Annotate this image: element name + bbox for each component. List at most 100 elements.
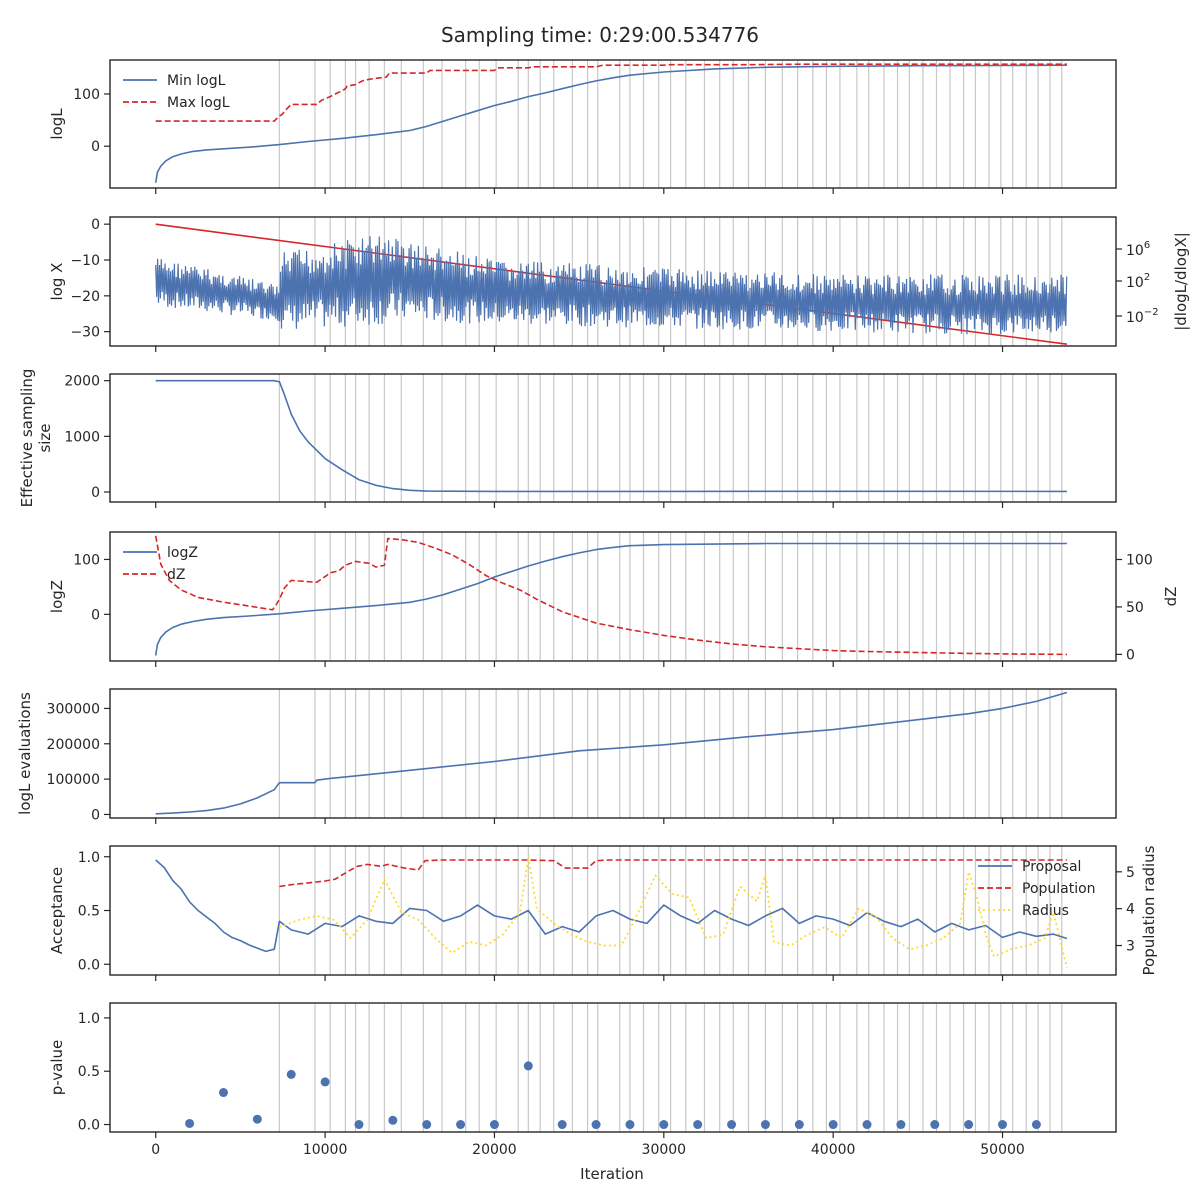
y-axis-label: p-value: [48, 1040, 66, 1096]
panel-4: 0 100 logZ 0 50 100 dZ logZ dZ: [48, 531, 1180, 667]
axes-frame: [109, 373, 1117, 503]
y2-tick-label: 5: [1126, 865, 1135, 881]
y-axis-label: size: [36, 423, 54, 452]
y-tick-label: 0.0: [78, 1118, 100, 1134]
y-tick-label: 1000: [64, 429, 100, 445]
y2-axis-label: dZ: [1162, 587, 1180, 607]
panel-3: 0 1000 2000 Effective sampling size: [18, 369, 1117, 508]
y-tick-label: 0: [91, 139, 100, 155]
panel-6: 0.0 0.5 1.0 Acceptance 3 4 5 Population radius P…: [48, 845, 1158, 981]
panel-7: 0 10000 20000 30000 40000 50000 0.0 0.5 1.0 p-val…: [48, 1002, 1117, 1158]
y-axis-label: logZ: [48, 580, 66, 613]
y-tick-label: −10: [70, 253, 100, 269]
y-tick-label: 0: [91, 807, 100, 823]
scatter-point: [964, 1120, 974, 1130]
series-line-1: [155, 223, 1068, 345]
scatter-point: [760, 1120, 770, 1130]
scatter-point: [896, 1120, 906, 1130]
y2-axis-label: Population radius: [1140, 845, 1158, 975]
scatter-point: [286, 1069, 296, 1079]
y-tick-label: −20: [70, 289, 100, 305]
y-tick-label: 0.0: [78, 957, 100, 973]
legend-label: Population: [1022, 881, 1096, 897]
y-axis-label: logL evaluations: [16, 692, 34, 815]
series-line-3: [279, 856, 1068, 968]
y-axis-label: log X: [48, 263, 66, 301]
y-tick-label: 0.5: [78, 1064, 100, 1080]
scatter-point: [523, 1061, 533, 1071]
legend-label: Min logL: [167, 73, 226, 89]
x-tick-label: 0: [151, 1142, 160, 1158]
scatter-point: [693, 1120, 703, 1130]
scatter-point: [862, 1120, 872, 1130]
y2-tick-label: 100: [1126, 553, 1153, 569]
y-tick-label: −30: [70, 325, 100, 341]
figure-title: Sampling time: 0:29:00.534776: [441, 23, 759, 47]
scatter-point: [930, 1120, 940, 1130]
scatter-point: [218, 1088, 228, 1098]
scatter-point: [794, 1120, 804, 1130]
series-line-1: [154, 542, 1067, 656]
noise-series-line: [155, 236, 1068, 335]
x-tick-label: 50000: [980, 1142, 1025, 1158]
scatter-point: [998, 1120, 1008, 1130]
plot-area: [154, 60, 1067, 188]
y-tick-label: 300000: [47, 701, 100, 717]
y2-tick-label: 10−2: [1126, 307, 1159, 326]
y2-tick-label: 102: [1126, 272, 1150, 291]
y-tick-label: 2000: [64, 374, 100, 390]
x-tick-label: 20000: [472, 1142, 517, 1158]
axes-frame: [109, 216, 1117, 347]
y2-tick-label: 106: [1126, 240, 1150, 259]
x-tick-label: 40000: [811, 1142, 856, 1158]
series-line-1: [155, 859, 1068, 953]
y2-axis-label: |dlogL/dlogX|: [1172, 232, 1190, 331]
axes-frame: [109, 688, 1117, 819]
series-line-2: [279, 859, 1067, 888]
legend-label: Proposal: [1022, 859, 1081, 875]
axes-frame: [109, 531, 1117, 662]
x-tick-label: 10000: [303, 1142, 348, 1158]
y-tick-label: 1.0: [78, 850, 100, 866]
panel-1: 0 100 logL Min logL Max logL: [48, 59, 1117, 194]
scatter-point: [557, 1120, 567, 1130]
y-tick-label: 100: [73, 87, 100, 103]
y-tick-label: 1.0: [78, 1011, 100, 1027]
x-axis-label: Iteration: [580, 1165, 644, 1183]
y-axis-label: logL: [48, 108, 66, 140]
scatter-point: [252, 1114, 262, 1124]
y-axis-label: Effective sampling: [18, 369, 36, 508]
y-tick-label: 100000: [47, 772, 100, 788]
scatter-point: [659, 1120, 669, 1130]
y-tick-label: 0: [91, 485, 100, 501]
scatter-point: [591, 1120, 601, 1130]
y-tick-label: 100: [73, 552, 100, 568]
series-line-2: [155, 63, 1067, 122]
scatter-point: [489, 1120, 499, 1130]
y2-tick-label: 50: [1126, 600, 1144, 616]
scatter-point: [354, 1120, 364, 1130]
y-tick-label: 0.5: [78, 904, 100, 920]
series-line-1: [155, 379, 1067, 493]
legend-label: dZ: [167, 567, 185, 583]
plot-area: [155, 374, 1067, 502]
x-tick-label: 30000: [642, 1142, 687, 1158]
plot-area: [155, 217, 1068, 346]
chart-panels: 0 100 logL Min logL Max logL 0 −10 −20 −30 log X 1…: [16, 59, 1190, 1158]
y-axis-label: Acceptance: [48, 867, 66, 954]
axes-frame: [109, 1002, 1117, 1133]
series-line-2: [154, 535, 1067, 656]
panel-2: 0 −10 −20 −30 log X 106 102 10−2 |dlogL/dlogX|: [48, 216, 1190, 352]
y2-tick-label: 4: [1126, 902, 1135, 918]
plot-area: [154, 532, 1067, 661]
legend-label: logZ: [167, 545, 198, 561]
plot-area: [155, 689, 1068, 818]
scatter-point: [185, 1118, 195, 1128]
y2-tick-label: 3: [1126, 939, 1135, 955]
axes-frame: [109, 59, 1117, 189]
scatter-point: [727, 1120, 737, 1130]
series-line-1: [155, 691, 1068, 815]
legend-label: Radius: [1022, 903, 1069, 919]
plot-area: [155, 846, 1068, 975]
